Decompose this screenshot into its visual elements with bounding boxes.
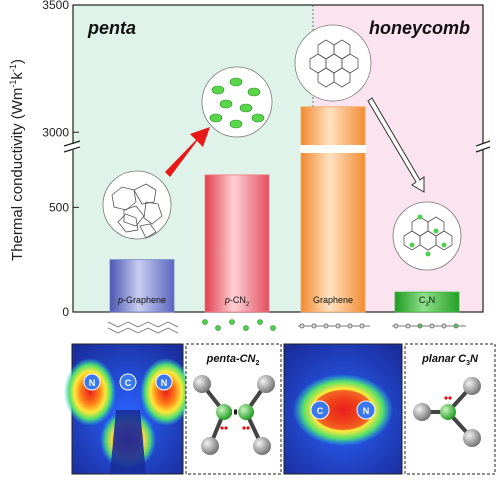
elf-map-c3n bbox=[283, 343, 403, 475]
bars bbox=[109, 106, 460, 313]
elf-map-penta-cn2 bbox=[64, 343, 192, 475]
bar-label-c3n: C3N bbox=[419, 295, 435, 308]
hollow-arrow bbox=[367, 97, 425, 193]
atom-label-n-2: N bbox=[161, 378, 168, 388]
bar-p-graphene bbox=[109, 259, 175, 313]
penta-region bbox=[73, 5, 313, 312]
side-view-p-cn2 bbox=[202, 319, 276, 331]
plot-frame bbox=[72, 4, 484, 313]
y-axis-ticks: 0 500 3000 3500 bbox=[42, 0, 79, 319]
bar-c3n bbox=[394, 291, 460, 313]
structure-panel-planar-c3n bbox=[404, 343, 496, 475]
bar-break-band bbox=[300, 145, 366, 153]
bar-label-graphene: Graphene bbox=[313, 295, 353, 305]
atom-label-n-1: N bbox=[89, 378, 96, 388]
bar-label-p-cn2: p-CN2 bbox=[224, 295, 250, 308]
axis-break-marks bbox=[63, 140, 491, 153]
region-label-penta: penta bbox=[87, 18, 136, 38]
atom-label-n-3: N bbox=[363, 406, 370, 416]
bar-graphene bbox=[300, 106, 366, 313]
panel-label-planar-c3n: planar C3N bbox=[421, 353, 479, 367]
penta-graphene-lattice-image bbox=[102, 170, 172, 240]
penta-cn2-lattice-image bbox=[201, 66, 273, 138]
panel-label-penta-cn2: penta-CN2 bbox=[206, 353, 260, 367]
bar-p-cn2 bbox=[204, 174, 270, 313]
atom-label-c-2: C bbox=[317, 406, 324, 416]
graphene-lattice-image bbox=[294, 24, 372, 102]
y-tick-label-1: 500 bbox=[49, 200, 69, 214]
side-view-c3n bbox=[392, 323, 466, 329]
side-view-graphene bbox=[298, 323, 370, 329]
bar-label-p-graphene: p-Graphene bbox=[117, 295, 166, 305]
c3n-lattice-image bbox=[392, 201, 462, 271]
y-tick-label-0: 0 bbox=[62, 305, 69, 319]
atom-label-c-1: C bbox=[125, 378, 132, 388]
y-axis-label: Thermal conductivity (Wm-1k-1) bbox=[8, 59, 26, 261]
structure-panel-penta-cn2 bbox=[185, 343, 282, 475]
red-arrow bbox=[165, 127, 210, 177]
y-tick-label-3: 3500 bbox=[42, 0, 69, 12]
y-tick-label-2: 3000 bbox=[42, 125, 69, 139]
region-label-honeycomb: honeycomb bbox=[369, 18, 470, 38]
side-view-p-graphene bbox=[107, 321, 179, 334]
